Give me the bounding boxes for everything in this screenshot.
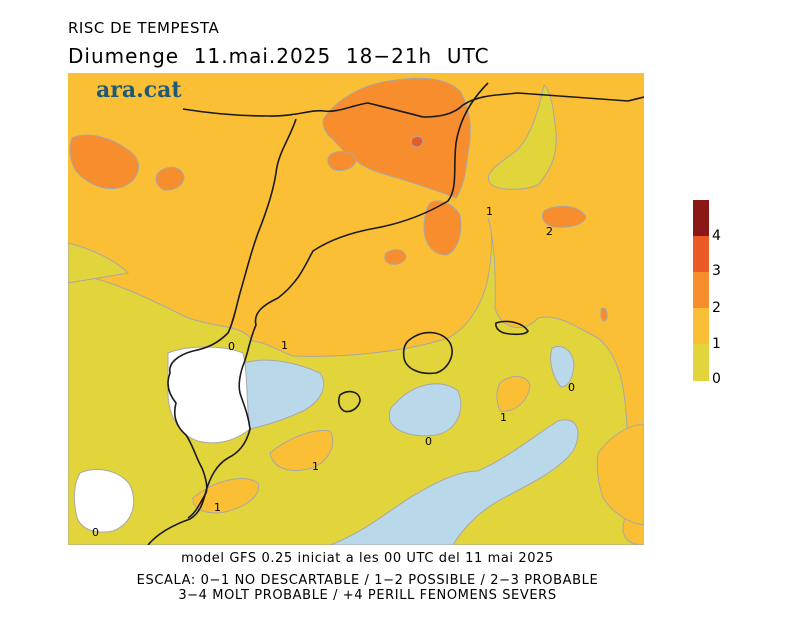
contour-label: 2 bbox=[546, 225, 553, 238]
contour-label: 0 bbox=[92, 526, 99, 539]
no-data-zone-southwest bbox=[73, 469, 135, 533]
island-ibiza bbox=[338, 390, 361, 413]
legend-label: 3 bbox=[712, 263, 721, 279]
risk-zone-1-patch-c bbox=[496, 376, 531, 412]
risk-zone-2-north bbox=[322, 77, 471, 199]
border-inland bbox=[167, 118, 297, 519]
risk-scale-legend bbox=[693, 200, 709, 381]
risk-zone-1-patch-a bbox=[269, 429, 334, 471]
coastline-main bbox=[147, 82, 489, 545]
island-mallorca bbox=[402, 331, 453, 375]
no-risk-zone-balearic bbox=[388, 383, 462, 437]
contour-label: 1 bbox=[312, 460, 319, 473]
forecast-date: Diumenge 11.mai.2025 18−21h UTC bbox=[68, 44, 490, 68]
legend-label: 2 bbox=[712, 300, 721, 316]
island-menorca bbox=[495, 320, 529, 336]
no-risk-zone-east bbox=[550, 346, 575, 388]
risk-zone-1-patch-d bbox=[596, 424, 644, 526]
contour-label: 0 bbox=[568, 381, 575, 394]
no-risk-zone-south bbox=[329, 419, 579, 545]
product-title: RISC DE TEMPESTA bbox=[68, 19, 220, 37]
contour-label: 1 bbox=[486, 205, 493, 218]
contour-label: 1 bbox=[214, 501, 221, 514]
contour-label: 0 bbox=[425, 435, 432, 448]
model-info: model GFS 0.25 iniciat a les 00 UTC del … bbox=[181, 551, 554, 566]
risk-zone-2-northwest bbox=[69, 134, 139, 190]
risk-zone-2-blob-f bbox=[600, 307, 608, 322]
border-north bbox=[182, 92, 644, 118]
storm-risk-map: 1 2 0 1 0 0 1 1 1 0 bbox=[68, 73, 644, 545]
legend-label: 1 bbox=[712, 336, 721, 352]
risk-zone-0-northeast bbox=[487, 83, 557, 190]
scale-description-line1: ESCALA: 0−1 NO DESCARTABLE / 1−2 POSSIBL… bbox=[136, 573, 599, 588]
brand-logo: ara.cat bbox=[96, 77, 182, 103]
legend-label: 0 bbox=[712, 371, 721, 387]
risk-zone-2-blob-b bbox=[327, 151, 357, 171]
legend-swatch-level-1 bbox=[693, 308, 709, 344]
risk-zone-2-blob-e bbox=[384, 249, 407, 265]
legend-swatch-level-4 bbox=[693, 200, 709, 236]
contour-label: 0 bbox=[228, 340, 235, 353]
risk-zone-3 bbox=[410, 136, 424, 148]
risk-zone-0-west bbox=[68, 242, 130, 284]
risk-zone-2-blob-a bbox=[155, 166, 185, 191]
legend-swatch-level-0 bbox=[693, 344, 709, 381]
risk-zone-1-patch-b bbox=[192, 478, 260, 514]
legend-label: 4 bbox=[712, 228, 721, 244]
risk-zone-2-blob-c bbox=[423, 200, 462, 256]
legend-swatch-level-2 bbox=[693, 272, 709, 308]
scale-description-line2: 3−4 MOLT PROBABLE / +4 PERILL FENOMENS S… bbox=[178, 588, 557, 603]
risk-zone-2-blob-d bbox=[541, 205, 587, 228]
contour-label: 1 bbox=[281, 339, 288, 352]
contour-label: 1 bbox=[500, 411, 507, 424]
legend-swatch-level-3 bbox=[693, 236, 709, 272]
